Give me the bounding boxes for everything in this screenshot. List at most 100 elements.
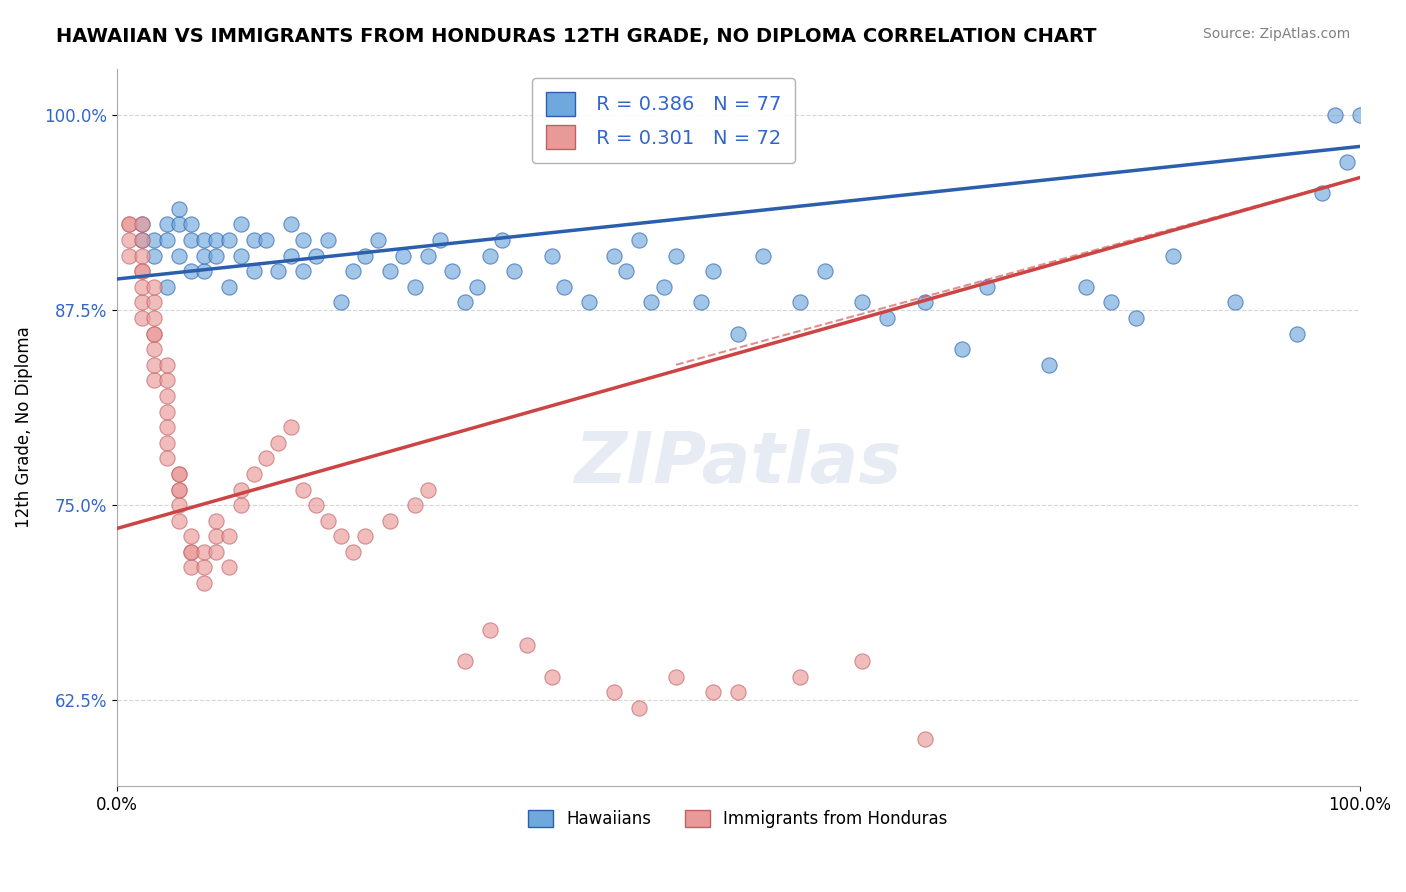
Point: [143, 358, 166, 372]
Point: [1323, 108, 1346, 122]
Point: [267, 435, 290, 450]
Point: [131, 264, 153, 278]
Point: [118, 218, 141, 232]
Point: [665, 249, 688, 263]
Text: HAWAIIAN VS IMMIGRANTS FROM HONDURAS 12TH GRADE, NO DIPLOMA CORRELATION CHART: HAWAIIAN VS IMMIGRANTS FROM HONDURAS 12T…: [56, 27, 1097, 45]
Point: [354, 529, 377, 543]
Point: [218, 233, 240, 247]
Point: [118, 233, 141, 247]
Point: [167, 467, 190, 481]
Point: [614, 264, 637, 278]
Point: [404, 280, 426, 294]
Point: [242, 467, 264, 481]
Point: [193, 560, 215, 574]
Point: [205, 545, 228, 559]
Point: [789, 295, 811, 310]
Point: [167, 249, 190, 263]
Point: [180, 233, 202, 247]
Point: [167, 514, 190, 528]
Point: [218, 280, 240, 294]
Point: [603, 685, 626, 699]
Point: [167, 202, 190, 216]
Point: [131, 218, 153, 232]
Point: [316, 514, 339, 528]
Point: [316, 233, 339, 247]
Point: [503, 264, 526, 278]
Point: [155, 233, 177, 247]
Point: [627, 233, 650, 247]
Point: [516, 639, 538, 653]
Point: [640, 295, 662, 310]
Point: [143, 311, 166, 326]
Point: [329, 295, 352, 310]
Text: ZIPatlas: ZIPatlas: [575, 428, 901, 498]
Point: [292, 233, 315, 247]
Point: [1348, 108, 1371, 122]
Point: [702, 685, 724, 699]
Point: [292, 264, 315, 278]
Point: [627, 701, 650, 715]
Point: [814, 264, 837, 278]
Point: [180, 545, 202, 559]
Point: [329, 529, 352, 543]
Point: [205, 233, 228, 247]
Point: [155, 404, 177, 418]
Point: [1161, 249, 1184, 263]
Point: [218, 529, 240, 543]
Point: [205, 514, 228, 528]
Point: [380, 514, 402, 528]
Point: [180, 545, 202, 559]
Point: [131, 249, 153, 263]
Point: [167, 467, 190, 481]
Point: [1125, 311, 1147, 326]
Point: [1074, 280, 1097, 294]
Point: [441, 264, 464, 278]
Point: [118, 249, 141, 263]
Point: [391, 249, 413, 263]
Point: [491, 233, 513, 247]
Point: [280, 249, 302, 263]
Point: [851, 295, 873, 310]
Point: [789, 670, 811, 684]
Point: [131, 233, 153, 247]
Point: [752, 249, 775, 263]
Point: [205, 529, 228, 543]
Point: [143, 249, 166, 263]
Point: [229, 249, 252, 263]
Point: [180, 560, 202, 574]
Point: [540, 249, 562, 263]
Point: [1038, 358, 1060, 372]
Point: [131, 311, 153, 326]
Point: [665, 670, 688, 684]
Legend: Hawaiians, Immigrants from Honduras: Hawaiians, Immigrants from Honduras: [522, 804, 955, 835]
Point: [254, 233, 277, 247]
Point: [1336, 155, 1358, 169]
Point: [267, 264, 290, 278]
Point: [976, 280, 998, 294]
Point: [416, 249, 439, 263]
Point: [727, 685, 749, 699]
Point: [143, 326, 166, 341]
Point: [180, 218, 202, 232]
Point: [229, 218, 252, 232]
Point: [914, 731, 936, 746]
Point: [131, 233, 153, 247]
Point: [180, 529, 202, 543]
Point: [342, 264, 364, 278]
Point: [229, 498, 252, 512]
Point: [367, 233, 389, 247]
Point: [218, 560, 240, 574]
Point: [118, 218, 141, 232]
Point: [193, 249, 215, 263]
Point: [143, 280, 166, 294]
Point: [193, 545, 215, 559]
Point: [292, 483, 315, 497]
Point: [1286, 326, 1309, 341]
Point: [280, 420, 302, 434]
Point: [155, 373, 177, 387]
Point: [167, 483, 190, 497]
Point: [416, 483, 439, 497]
Point: [155, 420, 177, 434]
Point: [454, 654, 477, 668]
Point: [193, 233, 215, 247]
